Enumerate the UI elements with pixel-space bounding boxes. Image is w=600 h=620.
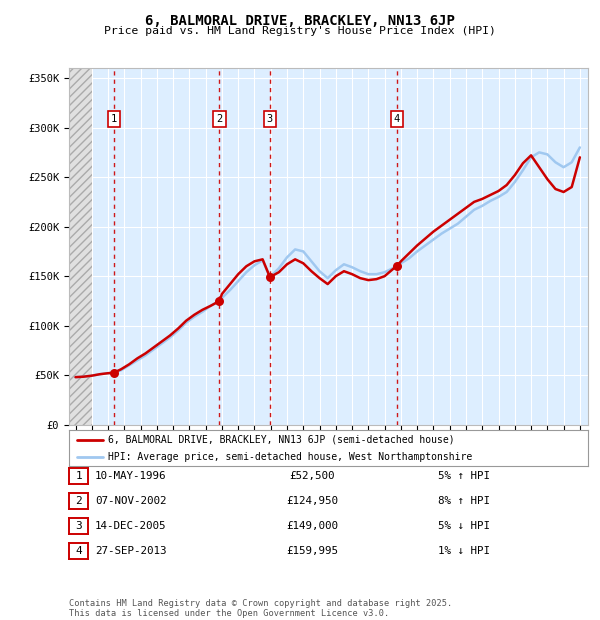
Text: 2: 2 bbox=[75, 496, 82, 506]
Text: 07-NOV-2002: 07-NOV-2002 bbox=[95, 496, 166, 506]
Bar bbox=[69, 68, 92, 425]
Text: 1% ↓ HPI: 1% ↓ HPI bbox=[438, 546, 490, 556]
Text: 10-MAY-1996: 10-MAY-1996 bbox=[95, 471, 166, 481]
Text: 3: 3 bbox=[75, 521, 82, 531]
Text: £149,000: £149,000 bbox=[286, 521, 338, 531]
Text: 1: 1 bbox=[111, 114, 117, 124]
Text: 5% ↑ HPI: 5% ↑ HPI bbox=[438, 471, 490, 481]
Text: 8% ↑ HPI: 8% ↑ HPI bbox=[438, 496, 490, 506]
Text: 1: 1 bbox=[75, 471, 82, 481]
Text: 2: 2 bbox=[217, 114, 223, 124]
Text: 14-DEC-2005: 14-DEC-2005 bbox=[95, 521, 166, 531]
Text: £124,950: £124,950 bbox=[286, 496, 338, 506]
Text: Price paid vs. HM Land Registry's House Price Index (HPI): Price paid vs. HM Land Registry's House … bbox=[104, 26, 496, 36]
Text: £159,995: £159,995 bbox=[286, 546, 338, 556]
Text: 4: 4 bbox=[394, 114, 400, 124]
Text: 5% ↓ HPI: 5% ↓ HPI bbox=[438, 521, 490, 531]
Text: HPI: Average price, semi-detached house, West Northamptonshire: HPI: Average price, semi-detached house,… bbox=[108, 452, 472, 463]
Text: Contains HM Land Registry data © Crown copyright and database right 2025.
This d: Contains HM Land Registry data © Crown c… bbox=[69, 599, 452, 618]
Text: 6, BALMORAL DRIVE, BRACKLEY, NN13 6JP (semi-detached house): 6, BALMORAL DRIVE, BRACKLEY, NN13 6JP (s… bbox=[108, 435, 455, 445]
Text: 3: 3 bbox=[267, 114, 273, 124]
Text: 4: 4 bbox=[75, 546, 82, 556]
Text: 6, BALMORAL DRIVE, BRACKLEY, NN13 6JP: 6, BALMORAL DRIVE, BRACKLEY, NN13 6JP bbox=[145, 14, 455, 28]
Text: 27-SEP-2013: 27-SEP-2013 bbox=[95, 546, 166, 556]
Text: £52,500: £52,500 bbox=[289, 471, 335, 481]
